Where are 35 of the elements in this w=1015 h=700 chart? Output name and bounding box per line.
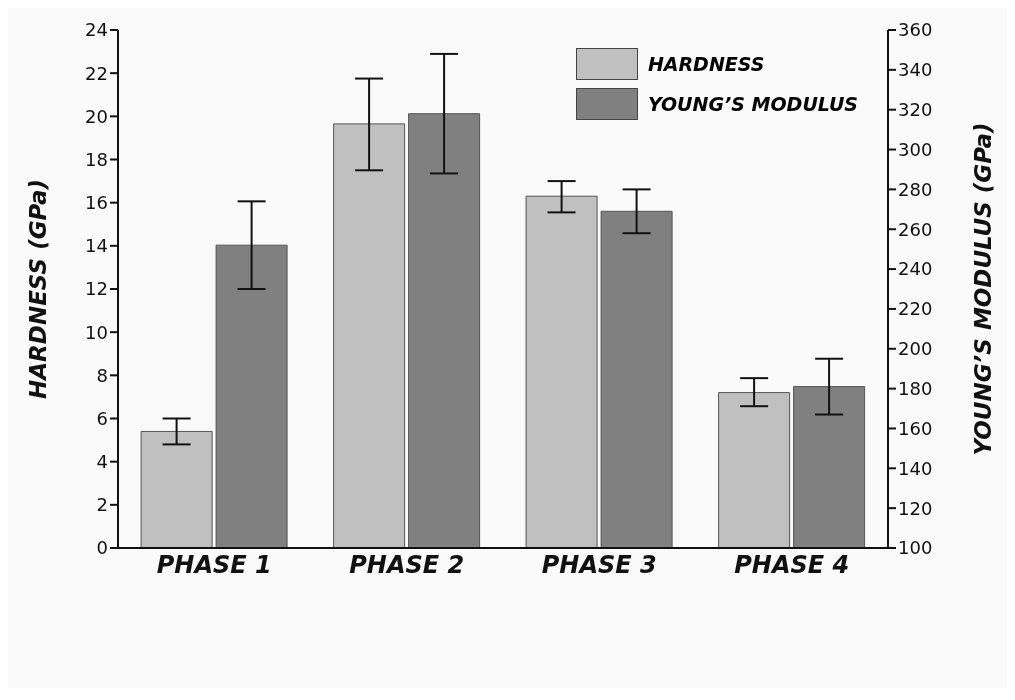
y-tick-label: 4: [96, 451, 108, 473]
x-tick-label: PHASE 4: [734, 551, 850, 580]
y-axis-title: HARDNESS (GPa): [25, 179, 52, 399]
y-tick-label: 0: [96, 537, 108, 559]
legend-label: YOUNG’S MODULUS: [647, 93, 858, 115]
x-tick-label: PHASE 2: [349, 551, 465, 580]
y-tick-label: 2: [96, 494, 108, 516]
y2-tick-label: 220: [898, 298, 933, 320]
y-tick-label: 8: [96, 364, 108, 386]
y2-tick-label: 340: [898, 59, 933, 81]
legend-label: HARDNESS: [647, 53, 765, 75]
y-tick-label: 16: [85, 192, 108, 214]
y2-tick-label: 360: [898, 19, 933, 41]
y2-tick-label: 140: [898, 457, 933, 479]
y-tick-label: 10: [85, 321, 108, 343]
x-tick-label: PHASE 3: [541, 551, 657, 580]
y2-tick-label: 320: [898, 99, 933, 121]
y-tick-label: 14: [85, 235, 108, 257]
y-tick-label: 12: [85, 278, 108, 300]
y2-tick-label: 280: [898, 178, 933, 200]
y2-axis-title: YOUNG’S MODULUS (GPa): [970, 122, 997, 456]
y-tick-label: 22: [85, 62, 108, 84]
y-tick-label: 18: [85, 148, 108, 170]
y-tick-label: 20: [85, 105, 108, 127]
y-tick-label: 24: [85, 19, 108, 41]
x-tick-label: PHASE 1: [156, 551, 272, 580]
y2-tick-label: 240: [898, 258, 933, 280]
y2-tick-label: 120: [898, 497, 933, 519]
y2-tick-label: 160: [898, 417, 933, 439]
y2-tick-label: 100: [898, 537, 933, 559]
y-tick-label: 6: [96, 407, 108, 429]
y2-tick-label: 180: [898, 378, 933, 400]
y2-tick-label: 300: [898, 138, 933, 160]
y2-tick-label: 200: [898, 338, 933, 360]
y2-tick-label: 260: [898, 218, 933, 240]
